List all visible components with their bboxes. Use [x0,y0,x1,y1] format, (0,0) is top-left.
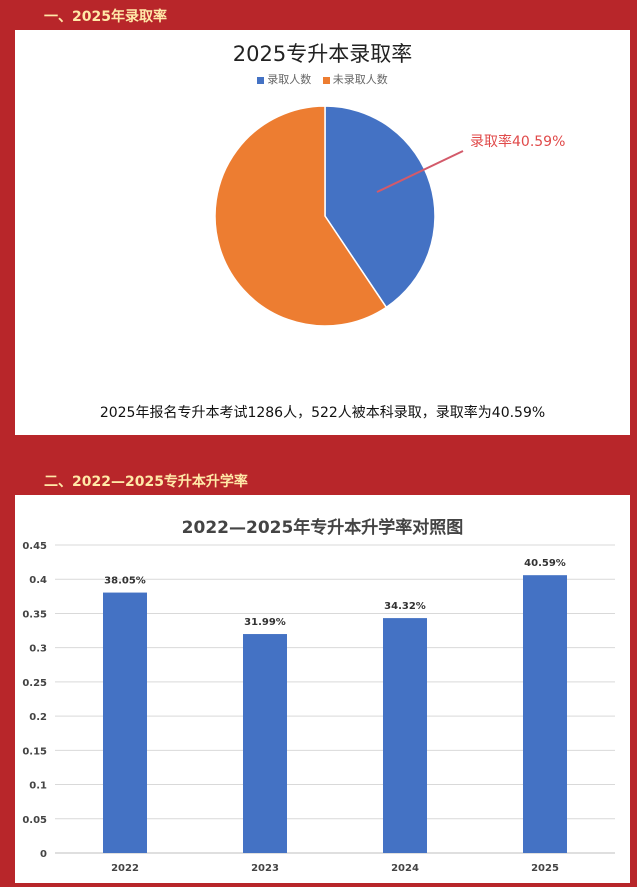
y-tick-label: 0.45 [22,541,47,552]
y-tick-label: 0.2 [29,712,47,723]
pie-chart-title: 2025专升本录取率 [232,42,413,66]
bar-2022 [103,592,147,853]
section-heading-rate-comparison: 二、2022—2025专升本升学率 [44,474,248,490]
data-label-2023: 31.99% [244,617,286,628]
y-axis-ticks: 0 0.05 0.1 0.15 0.2 0.25 0.3 0.35 0.4 0.45 [22,541,47,860]
y-tick-label: 0.05 [22,815,47,826]
y-tick-label: 0.4 [29,575,47,586]
x-tick-label-2022: 2022 [111,863,139,874]
legend-item-not-admitted: 未录取人数 [322,71,388,87]
annotation-leader-line [376,150,464,193]
bar-2023 [243,634,287,853]
pie-annotation-label: 录取率40.59% [470,133,565,150]
data-label-2024: 34.32% [384,601,426,612]
legend-swatch-not-admitted [322,76,330,84]
legend-label-not-admitted: 未录取人数 [332,73,388,86]
bar-chart-title: 2022—2025年专升本升学率对照图 [181,518,464,538]
x-tick-label-2025: 2025 [531,863,559,874]
y-tick-label: 0.15 [22,746,47,757]
pie-chart-panel: 2025专升本录取率 录取人数 未录取人数 录取率40.59% 2025年报名专… [15,30,630,435]
x-tick-label-2023: 2023 [251,863,279,874]
bar-2024 [383,618,427,853]
bar-layer [103,575,567,853]
y-tick-label: 0 [40,849,47,860]
pie-slice-admitted [324,105,436,309]
y-tick-label: 0.1 [29,781,47,792]
y-tick-label: 0.35 [22,609,47,620]
data-label-2022: 38.05% [104,576,146,587]
pie-slice-not-admitted [214,105,388,327]
y-tick-label: 0.3 [29,644,47,655]
x-tick-label-2024: 2024 [391,863,419,874]
x-axis-ticks: 2022 2023 2024 2025 [111,863,559,874]
section-heading-admission-rate: 一、2025年录取率 [44,9,167,25]
y-tick-label: 0.25 [22,678,47,689]
pie-chart-svg: 录取率40.59% [214,105,565,327]
pie-legend: 录取人数 未录取人数 [15,71,630,87]
bar-2025 [523,575,567,853]
legend-label-admitted: 录取人数 [267,73,312,86]
data-label-2025: 40.59% [524,558,566,569]
bar-chart-svg: 0 0.05 0.1 0.15 0.2 0.25 0.3 0.35 0.4 0.45 38.05%… [22,541,615,874]
grid-layer [55,544,615,854]
legend-item-admitted: 录取人数 [257,71,311,87]
legend-swatch-admitted [257,76,265,84]
pie-caption: 2025年报名专升本考试1286人，522人被本科录取，录取率为40.59% [99,405,546,421]
bar-chart-panel: 2022—2025年专升本升学率对照图 0 0.05 0.1 0.15 0.2 0.25 0… [15,495,630,883]
data-label-layer: 38.05% 31.99% 34.32% 40.59% [104,558,566,628]
